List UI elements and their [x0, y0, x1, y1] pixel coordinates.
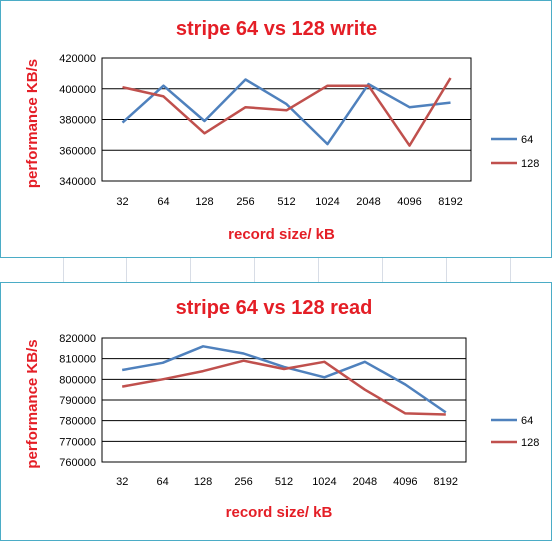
y-tick-label: 380000	[59, 115, 96, 127]
x-tick-label: 4096	[397, 196, 421, 208]
spreadsheet-gridlines	[0, 258, 554, 282]
read-chart-panel[interactable]: stripe 64 vs 128 read 760000 770000 780000 7…	[0, 282, 552, 541]
grid-line	[190, 258, 191, 282]
grid-line	[382, 258, 383, 282]
y-tick-label: 770000	[59, 436, 96, 448]
grid-line	[510, 258, 511, 282]
y-tick-label: 760000	[59, 457, 96, 469]
write-chart-panel[interactable]: stripe 64 vs 128 write 340000 360000 380000…	[0, 0, 552, 258]
chart-title: stripe 64 vs 128 read	[176, 297, 373, 319]
y-tick-label: 400000	[59, 84, 96, 96]
y-tick-label: 360000	[59, 145, 96, 157]
x-tick-label: 512	[277, 196, 295, 208]
y-tick-label: 420000	[59, 53, 96, 65]
x-axis-label: record size/ kB	[228, 226, 335, 243]
series-line-128	[122, 361, 446, 415]
x-tick-label: 8192	[438, 196, 462, 208]
grid-line	[318, 258, 319, 282]
write-chart: stripe 64 vs 128 write 340000 360000 380000…	[1, 1, 553, 259]
y-tick-label: 780000	[59, 416, 96, 428]
read-chart: stripe 64 vs 128 read 760000 770000 780000 7…	[1, 283, 553, 542]
y-axis-label: performance KB/s	[24, 59, 41, 188]
x-tick-label: 256	[234, 476, 252, 488]
x-tick-label: 8192	[434, 476, 458, 488]
x-tick-label: 4096	[393, 476, 417, 488]
legend-label-128: 128	[521, 158, 539, 170]
x-tick-label: 128	[194, 476, 212, 488]
y-axis-label: performance KB/s	[24, 339, 41, 468]
legend-label-64: 64	[521, 415, 533, 427]
x-tick-label: 128	[195, 196, 213, 208]
legend-label-64: 64	[521, 134, 533, 146]
x-axis-label: record size/ kB	[226, 504, 333, 521]
grid-line	[446, 258, 447, 282]
legend-label-128: 128	[521, 437, 539, 449]
x-tick-label: 1024	[315, 196, 339, 208]
x-tick-label: 512	[275, 476, 293, 488]
grid-line	[126, 258, 127, 282]
x-tick-label: 256	[236, 196, 254, 208]
x-tick-label: 2048	[356, 196, 380, 208]
series-line-128	[123, 78, 451, 146]
x-tick-label: 64	[157, 476, 169, 488]
y-tick-label: 810000	[59, 354, 96, 366]
grid-line	[63, 258, 64, 282]
x-tick-label: 32	[116, 476, 128, 488]
chart-title: stripe 64 vs 128 write	[176, 18, 377, 40]
x-tick-label: 2048	[353, 476, 377, 488]
y-tick-label: 820000	[59, 333, 96, 345]
x-tick-label: 1024	[312, 476, 336, 488]
x-tick-label: 64	[157, 196, 169, 208]
grid-line	[254, 258, 255, 282]
y-tick-label: 800000	[59, 374, 96, 386]
y-tick-label: 340000	[59, 176, 96, 188]
y-tick-label: 790000	[59, 395, 96, 407]
x-tick-label: 32	[116, 196, 128, 208]
